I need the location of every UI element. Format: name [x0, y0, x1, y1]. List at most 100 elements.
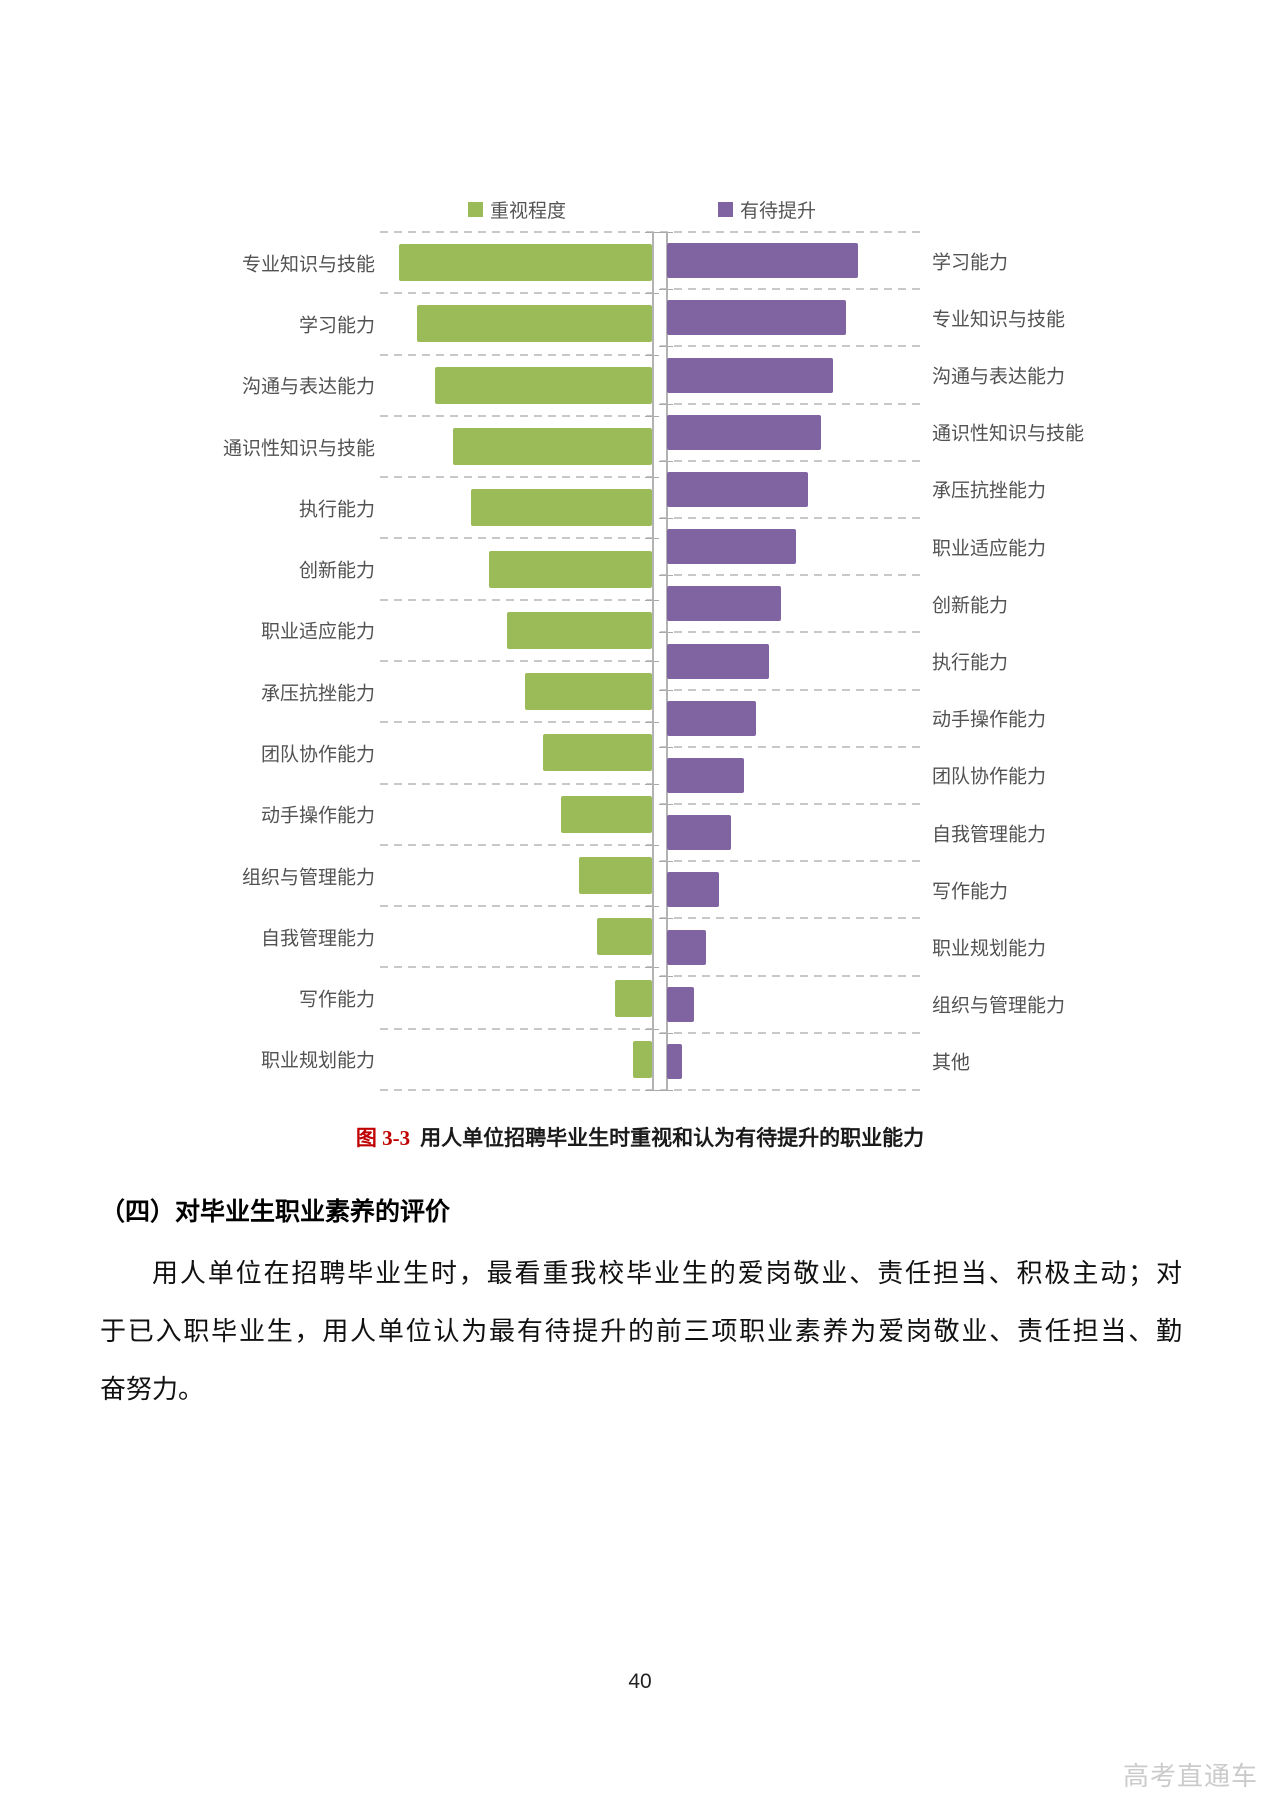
right-category-label: 执行能力 — [932, 652, 1009, 674]
body-text-line: 用人单位在招聘毕业生时，最看重我校毕业生的爱岗敬业、责任担当、积极主动；对 — [152, 1259, 1182, 1288]
left-category-label: 团队协作能力 — [260, 744, 375, 766]
right-category-label: 写作能力 — [932, 881, 1009, 903]
gridline-left — [380, 292, 660, 295]
gridline-right — [660, 917, 925, 920]
left-category-label: 学习能力 — [298, 315, 375, 337]
ability-tornado-chart: 重视程度 有待提升 专业知识与技能 学习能力 沟通与表达能力 通识性知识与技能 执行能力… — [223, 196, 1085, 1091]
importance-bar — [471, 489, 652, 527]
gridline-right — [660, 688, 925, 691]
gridline-right — [660, 974, 925, 977]
axis-tick-right — [659, 1090, 673, 1091]
improvement-bar — [667, 529, 796, 565]
legend-label-importance: 重视程度 — [490, 201, 567, 222]
importance-bar — [597, 918, 652, 956]
gridline-right — [660, 574, 925, 577]
left-category-label: 写作能力 — [298, 989, 375, 1011]
left-category-label: 沟通与表达能力 — [241, 376, 375, 398]
axis-tick-left — [645, 1090, 659, 1091]
left-category-label: 专业知识与技能 — [241, 254, 375, 276]
gridline-left — [380, 966, 660, 969]
right-category-label: 专业知识与技能 — [932, 309, 1066, 331]
gridline-right — [660, 517, 925, 519]
right-category-label: 通识性知识与技能 — [932, 423, 1085, 445]
gridline-left — [380, 537, 660, 540]
right-category-label: 动手操作能力 — [932, 709, 1047, 731]
gridline-right — [660, 1031, 925, 1034]
improvement-bar — [667, 815, 731, 851]
figure-caption: 图 3-3 用人单位招聘毕业生时重视和认为有待提升的职业能力 — [0, 1122, 1280, 1152]
gridline-left — [380, 476, 660, 479]
gridline-right — [660, 1089, 925, 1091]
gridline-right — [660, 231, 925, 233]
gridline-right — [660, 803, 925, 805]
page-number: 40 — [628, 1670, 652, 1693]
improvement-bar — [667, 757, 744, 793]
right-category-label: 沟通与表达能力 — [932, 366, 1066, 388]
improvement-bar — [667, 1043, 682, 1079]
left-category-label: 职业适应能力 — [260, 621, 375, 643]
left-category-label: 职业规划能力 — [260, 1050, 375, 1072]
gridline-left — [380, 231, 660, 233]
importance-bar — [399, 244, 652, 282]
left-category-label: 执行能力 — [298, 499, 375, 521]
improvement-bar — [667, 929, 706, 965]
gridline-right — [660, 745, 925, 748]
improvement-legend-swatch-icon — [718, 202, 733, 217]
improvement-bar — [667, 986, 694, 1022]
left-category-label: 承压抗挫能力 — [260, 683, 375, 705]
right-category-label: 其他 — [932, 1052, 971, 1074]
gridline-right — [660, 860, 925, 863]
legend-label-improvement: 有待提升 — [740, 201, 817, 222]
gridline-left — [380, 843, 660, 846]
gridline-right — [660, 345, 925, 348]
right-category-label: 职业适应能力 — [932, 538, 1047, 560]
importance-bar — [417, 305, 652, 343]
improvement-bar — [667, 643, 769, 679]
right-category-label: 自我管理能力 — [932, 824, 1047, 846]
figure-caption-text: 用人单位招聘毕业生时重视和认为有待提升的职业能力 — [420, 1126, 925, 1150]
gridline-left — [380, 660, 660, 662]
left-category-label: 动手操作能力 — [260, 805, 375, 827]
right-category-label: 学习能力 — [932, 252, 1009, 274]
importance-legend-swatch-icon — [468, 202, 483, 217]
gridline-left — [380, 721, 660, 724]
legend-item-improvement: 有待提升 — [718, 196, 816, 223]
importance-axis-line — [652, 232, 654, 1090]
importance-bar — [633, 1040, 652, 1078]
improvement-bar — [667, 414, 821, 450]
improvement-bar — [667, 300, 846, 336]
gridline-left — [380, 1027, 660, 1030]
right-category-label: 承压抗挫能力 — [932, 480, 1047, 502]
section-heading: （四）对毕业生职业素养的评价 — [100, 1198, 451, 1226]
legend-item-importance: 重视程度 — [468, 196, 566, 223]
improvement-bar — [667, 243, 858, 279]
right-category-label: 创新能力 — [932, 595, 1009, 617]
right-category-label: 职业规划能力 — [932, 938, 1047, 960]
importance-bar — [435, 366, 652, 404]
gridline-left — [380, 414, 660, 417]
right-category-label: 组织与管理能力 — [932, 995, 1066, 1017]
gridline-left — [380, 353, 660, 356]
left-category-label: 自我管理能力 — [260, 928, 375, 950]
importance-bar — [543, 734, 652, 772]
improvement-bar — [667, 700, 756, 736]
right-category-label: 团队协作能力 — [932, 766, 1047, 788]
body-text-line: 于已入职毕业生，用人单位认为最有待提升的前三项职业素养为爱岗敬业、责任担当、勤 — [100, 1317, 1182, 1346]
importance-bar — [615, 979, 652, 1017]
left-category-label: 创新能力 — [298, 560, 375, 582]
gridline-left — [380, 905, 660, 908]
importance-bar — [489, 550, 652, 588]
improvement-bar — [667, 357, 833, 393]
gridline-left — [380, 782, 660, 785]
left-category-label: 组织与管理能力 — [241, 867, 375, 888]
gridline-left — [380, 598, 660, 601]
importance-bar — [453, 428, 652, 465]
importance-bar — [525, 673, 652, 711]
gridline-right — [660, 631, 925, 634]
improvement-bar — [667, 586, 781, 622]
gridline-right — [660, 402, 925, 405]
improvement-bar — [667, 872, 719, 908]
importance-bar — [579, 857, 652, 894]
gridline-left — [380, 1089, 660, 1091]
